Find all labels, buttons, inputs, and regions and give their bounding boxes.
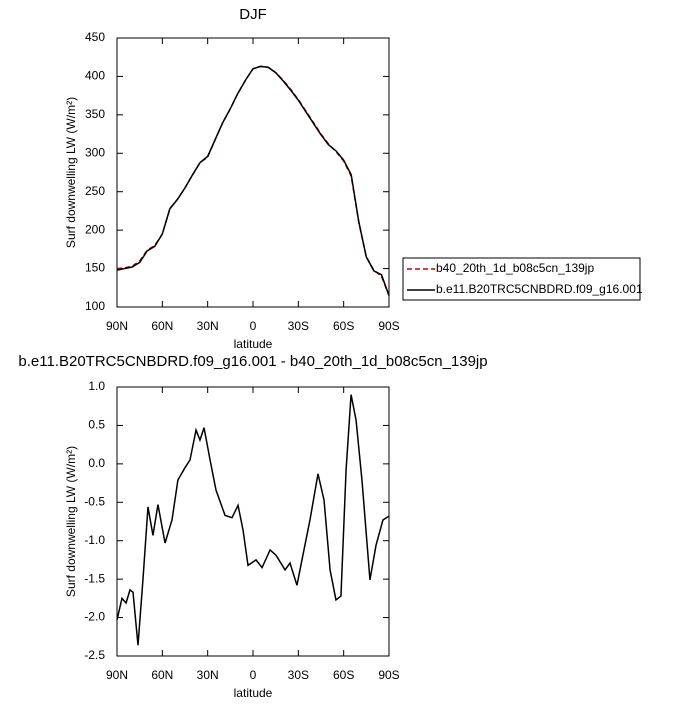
series-line — [116, 394, 390, 646]
x-tick-label: 0 — [250, 319, 257, 333]
x-tick-label: 60N — [151, 668, 173, 682]
y-tick-label: 200 — [85, 222, 105, 236]
y-tick-label: -1.0 — [84, 533, 105, 547]
y-tick-label: 350 — [85, 107, 105, 121]
x-axis-label: latitude — [234, 686, 273, 700]
x-tick-label: 30S — [288, 319, 309, 333]
y-tick-label: 400 — [85, 69, 105, 83]
x-tick-label: 60S — [333, 668, 354, 682]
y-tick-label: 0.5 — [88, 418, 105, 432]
x-tick-label: 30N — [197, 668, 219, 682]
x-tick-label: 30S — [288, 668, 309, 682]
chart-title: DJF — [239, 6, 267, 23]
x-tick-label: 60N — [151, 319, 173, 333]
legend-box — [402, 257, 641, 301]
plot-frame — [116, 386, 390, 657]
plot-frame — [116, 37, 390, 308]
x-tick-label: 30N — [197, 319, 219, 333]
x-tick-label: 90S — [378, 319, 399, 333]
x-tick-label: 0 — [250, 668, 257, 682]
x-tick-label: 90S — [378, 668, 399, 682]
series-line — [116, 65, 390, 296]
y-tick-label: 1.0 — [88, 379, 105, 393]
legend: b40_20th_1d_b08c5cn_139jp b.e11.B20TRC5CN… — [402, 257, 643, 301]
legend-label: b.e11.B20TRC5CNBDRD.f09_g16.001 — [436, 282, 643, 296]
y-tick-label: -2.0 — [84, 610, 105, 624]
y-tick-label: 0.0 — [88, 456, 105, 470]
y-tick-label: -2.5 — [84, 648, 105, 662]
x-tick-label: 90N — [106, 319, 128, 333]
chart-title: b.e11.B20TRC5CNBDRD.f09_g16.001 - b40_20… — [18, 353, 487, 370]
legend-label: b40_20th_1d_b08c5cn_139jp — [436, 261, 594, 275]
y-tick-label: 300 — [85, 145, 105, 159]
y-tick-label: -0.5 — [84, 494, 105, 508]
y-tick-label: -1.5 — [84, 571, 105, 585]
y-tick-label: 100 — [85, 299, 105, 313]
y-tick-label: 450 — [85, 30, 105, 44]
series-line — [116, 65, 390, 296]
y-tick-label: 250 — [85, 184, 105, 198]
y-axis-label: Surf downwelling LW (W/m²) — [64, 97, 78, 248]
y-tick-label: 150 — [85, 261, 105, 275]
x-tick-label: 90N — [106, 668, 128, 682]
x-tick-label: 60S — [333, 319, 354, 333]
y-axis-label: Surf downwelling LW (W/m²) — [64, 446, 78, 597]
x-axis-label: latitude — [234, 337, 273, 351]
